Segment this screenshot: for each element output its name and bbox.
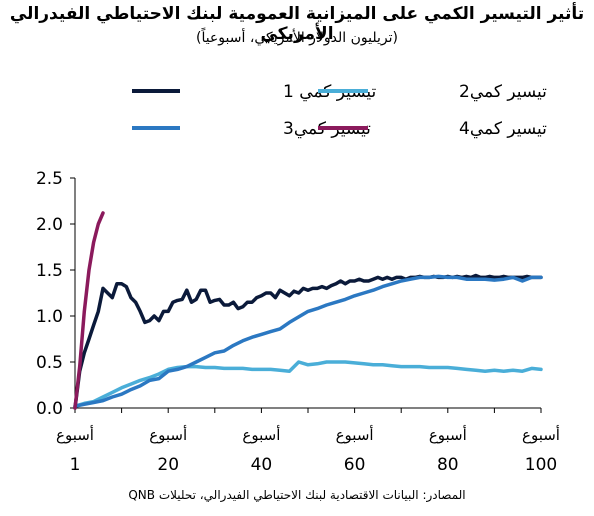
series-layer — [73, 211, 543, 410]
series-line-4 — [73, 211, 105, 410]
y-tick-label: 2.5 — [36, 169, 63, 189]
y-tick-label: 2.0 — [36, 215, 63, 235]
chart-axes: 0.0 0.5 1.0 1.5 2.0 2.5 أسبوع 1 أسبوع 20 أسبوع 40 أس… — [36, 169, 560, 475]
series-line-2 — [73, 360, 543, 408]
y-tick-label: 0.0 — [36, 399, 63, 419]
x-tick-label: 40 — [251, 455, 273, 475]
y-tick-label: 1.0 — [36, 307, 63, 327]
series-line-1 — [73, 273, 543, 410]
x-tick-label: 100 — [525, 455, 557, 475]
x-tick-word: أسبوع — [242, 425, 280, 444]
y-tick-label: 0.5 — [36, 353, 63, 373]
y-tick-label: 1.5 — [36, 261, 63, 281]
source-note: المصادر: البيانات الاقتصادية لبنك الاحتي… — [128, 488, 466, 502]
x-tick-label: 60 — [344, 455, 366, 475]
x-tick-word: أسبوع — [429, 425, 467, 444]
x-tick-word: أسبوع — [149, 425, 187, 444]
legend-label-2: تيسير كمي2 — [459, 82, 547, 102]
chart-title: تأثير التيسير الكمي على الميزانية العموم… — [9, 4, 585, 44]
x-tick-label: 80 — [437, 455, 459, 475]
x-tick-word: أسبوع — [56, 425, 94, 444]
x-tick-label: 1 — [70, 455, 81, 475]
legend-label-4: تيسير كمي4 — [459, 119, 547, 139]
series-line-3 — [73, 274, 543, 408]
x-tick-word: أسبوع — [522, 425, 560, 444]
chart-subtitle: (تريليون الدولار الأمريكي، أسبوعياً) — [195, 30, 398, 46]
x-tick-label: 20 — [157, 455, 179, 475]
x-tick-word: أسبوع — [336, 425, 374, 444]
